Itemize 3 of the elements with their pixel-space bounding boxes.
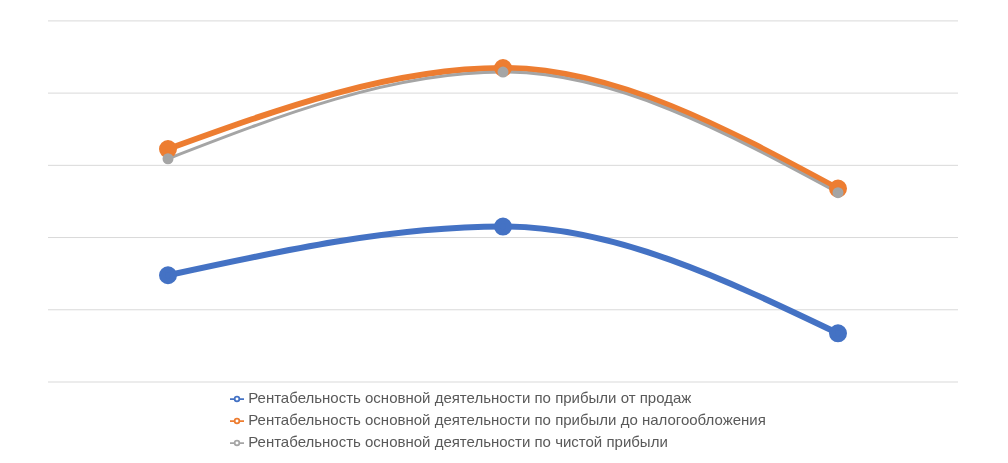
legend-label: Рентабельность основной деятельности по прибыли от продаж bbox=[248, 389, 692, 406]
legend-label: Рентабельность основной деятельности по чистой прибыли bbox=[248, 433, 668, 450]
legend-label: Рентабельность основной деятельности по прибыли до налогообложения bbox=[248, 411, 766, 428]
